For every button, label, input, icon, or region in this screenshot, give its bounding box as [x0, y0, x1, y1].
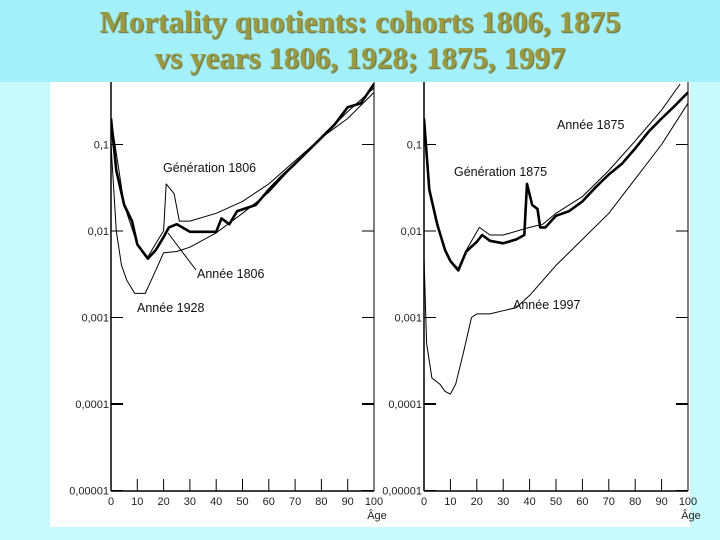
y-tick-label: 0,1	[94, 140, 109, 152]
y-tick: 0,001	[81, 313, 374, 325]
y-tick-label: 0,01	[401, 226, 422, 238]
x-axis-label: Âge	[681, 509, 701, 522]
series-label: Année 1928	[137, 301, 204, 315]
x-tick: 90	[342, 479, 354, 508]
x-tick: 50	[550, 479, 562, 508]
x-tick-label: 60	[576, 496, 588, 508]
series-line-g-n-ration-1875	[424, 91, 689, 272]
slide-title: Mortality quotients: cohorts 1806, 1875 …	[0, 4, 720, 76]
x-tick-label: 100	[679, 496, 697, 508]
title-bar	[0, 0, 720, 82]
x-tick: 90	[655, 479, 668, 508]
x-tick: 60	[263, 479, 275, 508]
x-tick: 10	[444, 479, 457, 508]
x-tick-label: 40	[523, 496, 535, 508]
x-tick: 70	[603, 479, 615, 508]
x-tick: 20	[471, 479, 483, 508]
y-tick: 0,1	[407, 140, 688, 152]
x-tick-label: 0	[421, 496, 427, 508]
y-tick-label: 0,00001	[69, 486, 109, 498]
y-tick-label: 0,01	[88, 226, 109, 238]
x-tick-label: 10	[131, 496, 143, 508]
x-tick-label: 90	[655, 496, 667, 508]
x-tick: 80	[629, 479, 641, 508]
x-tick: 60	[576, 479, 589, 508]
x-tick: 20	[157, 479, 170, 508]
y-tick: 0,00001	[69, 486, 374, 498]
x-tick-label: 40	[210, 496, 222, 508]
x-tick: 100	[679, 479, 697, 508]
title-line-2: vs years 1806, 1928; 1875, 1997	[154, 40, 566, 75]
x-tick-label: 100	[365, 496, 383, 508]
series-label: Génération 1806	[163, 161, 256, 175]
x-axis-label: Âge	[367, 509, 387, 522]
y-tick: 0,01	[401, 226, 688, 238]
series-label: Année 1997	[513, 298, 580, 312]
x-tick: 70	[289, 479, 301, 508]
x-tick-label: 50	[236, 496, 248, 508]
series-line-ann-e-1806	[111, 87, 375, 258]
x-tick-label: 20	[157, 496, 169, 508]
y-tick-label: 0,001	[394, 313, 422, 325]
x-tick: 10	[131, 479, 143, 508]
x-tick: 0	[421, 479, 427, 508]
x-tick: 30	[497, 479, 509, 508]
series-line-ann-e-1928	[111, 92, 375, 294]
y-tick-label: 0,001	[81, 313, 109, 325]
y-tick: 0,001	[394, 313, 688, 325]
x-tick-label: 60	[263, 496, 275, 508]
x-tick: 80	[315, 479, 328, 508]
x-tick: 100	[365, 479, 383, 508]
y-tick-label: 0,0001	[75, 399, 109, 411]
series-line-ann-e-1997	[424, 102, 689, 395]
x-tick-label: 20	[471, 496, 483, 508]
y-tick-label: 0,0001	[388, 399, 422, 411]
x-tick-label: 0	[108, 496, 114, 508]
y-tick: 0,01	[88, 226, 374, 238]
title-line-1: Mortality quotients: cohorts 1806, 1875	[99, 4, 621, 39]
series-label: Année 1806	[197, 267, 264, 281]
y-tick: 0,0001	[388, 399, 688, 411]
x-tick-label: 10	[444, 496, 456, 508]
x-tick-label: 30	[497, 496, 509, 508]
x-tick-label: 50	[550, 496, 562, 508]
x-tick: 40	[523, 479, 536, 508]
x-tick: 0	[108, 479, 114, 508]
label-pointer	[167, 232, 197, 271]
x-tick-label: 90	[342, 496, 354, 508]
y-tick-label: 0,00001	[382, 486, 422, 498]
x-tick: 30	[184, 479, 196, 508]
x-tick: 40	[210, 479, 222, 508]
series-label: Génération 1875	[454, 165, 547, 179]
series-line-ann-e-1875	[424, 83, 681, 269]
x-tick-label: 70	[603, 496, 615, 508]
x-tick: 50	[236, 479, 249, 508]
x-tick-label: 80	[315, 496, 327, 508]
x-tick-label: 80	[629, 496, 641, 508]
x-tick-label: 70	[289, 496, 301, 508]
y-tick-label: 0,1	[407, 140, 422, 152]
y-tick: 0,1	[94, 140, 374, 152]
y-tick: 0,00001	[382, 486, 688, 498]
chart-panel	[50, 82, 690, 527]
y-tick: 0,0001	[75, 399, 374, 411]
x-tick-label: 30	[184, 496, 196, 508]
series-label: Année 1875	[557, 118, 624, 132]
